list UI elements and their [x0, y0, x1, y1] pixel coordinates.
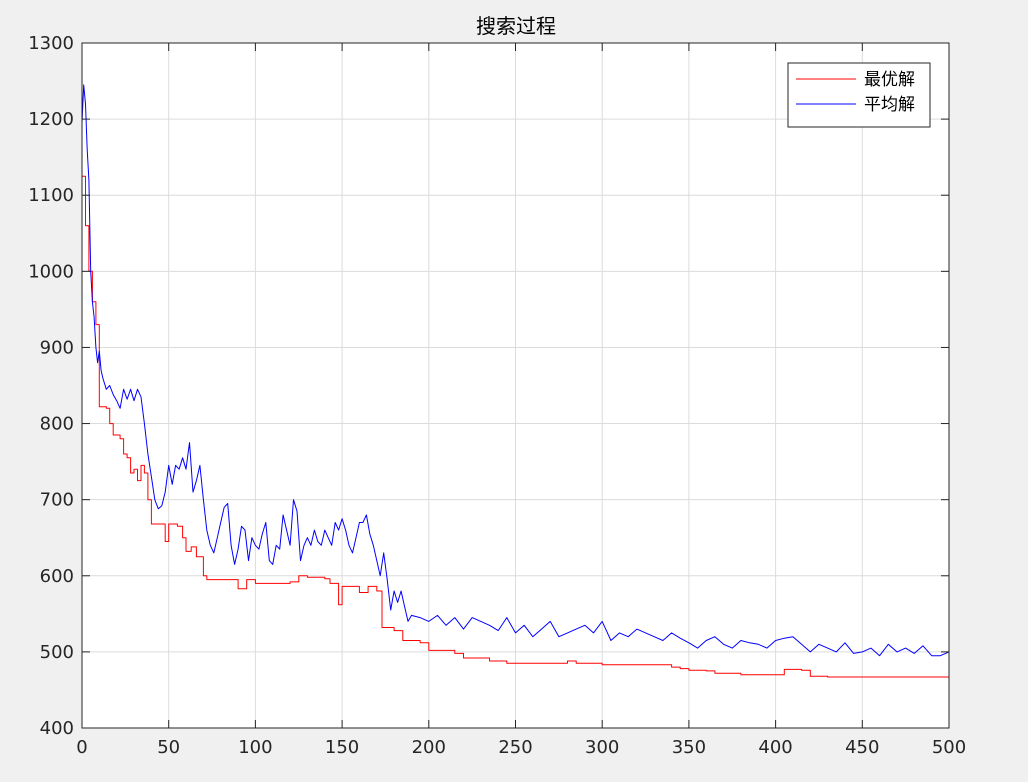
y-tick-label: 600 [40, 566, 74, 587]
y-tick-label: 700 [40, 490, 74, 511]
x-tick-label: 150 [325, 737, 359, 758]
y-tick-label: 1000 [28, 261, 74, 282]
y-tick-label: 900 [40, 337, 74, 358]
series-line-1 [81, 84, 950, 657]
x-tick-label: 300 [585, 737, 619, 758]
series-lines [81, 84, 950, 678]
x-tick-label: 100 [238, 737, 272, 758]
y-tick-label: 1100 [28, 185, 74, 206]
legend-box [787, 62, 931, 128]
x-tick-label: 200 [412, 737, 446, 758]
y-tick-label: 500 [40, 642, 74, 663]
x-tick-label: 350 [672, 737, 706, 758]
y-tick-label: 800 [40, 414, 74, 435]
y-tick-label: 1300 [28, 33, 74, 54]
x-tick-label: 400 [758, 737, 792, 758]
x-tick-label: 50 [157, 737, 180, 758]
series-line-0 [82, 175, 949, 678]
x-tick-label: 450 [845, 737, 879, 758]
y-tick-label: 1200 [28, 109, 74, 130]
legend-label-1: 平均解 [864, 95, 915, 115]
x-tick-label: 500 [932, 737, 966, 758]
chart-title: 搜索过程 [476, 14, 556, 38]
axis-ticks: 0 50 100 150 200 250 300 350 400 450 500 400 500 600 7… [28, 33, 966, 758]
x-tick-label: 0 [76, 737, 87, 758]
y-tick-label: 400 [40, 718, 74, 739]
x-tick-label: 250 [498, 737, 532, 758]
legend-label-0: 最优解 [864, 70, 915, 90]
